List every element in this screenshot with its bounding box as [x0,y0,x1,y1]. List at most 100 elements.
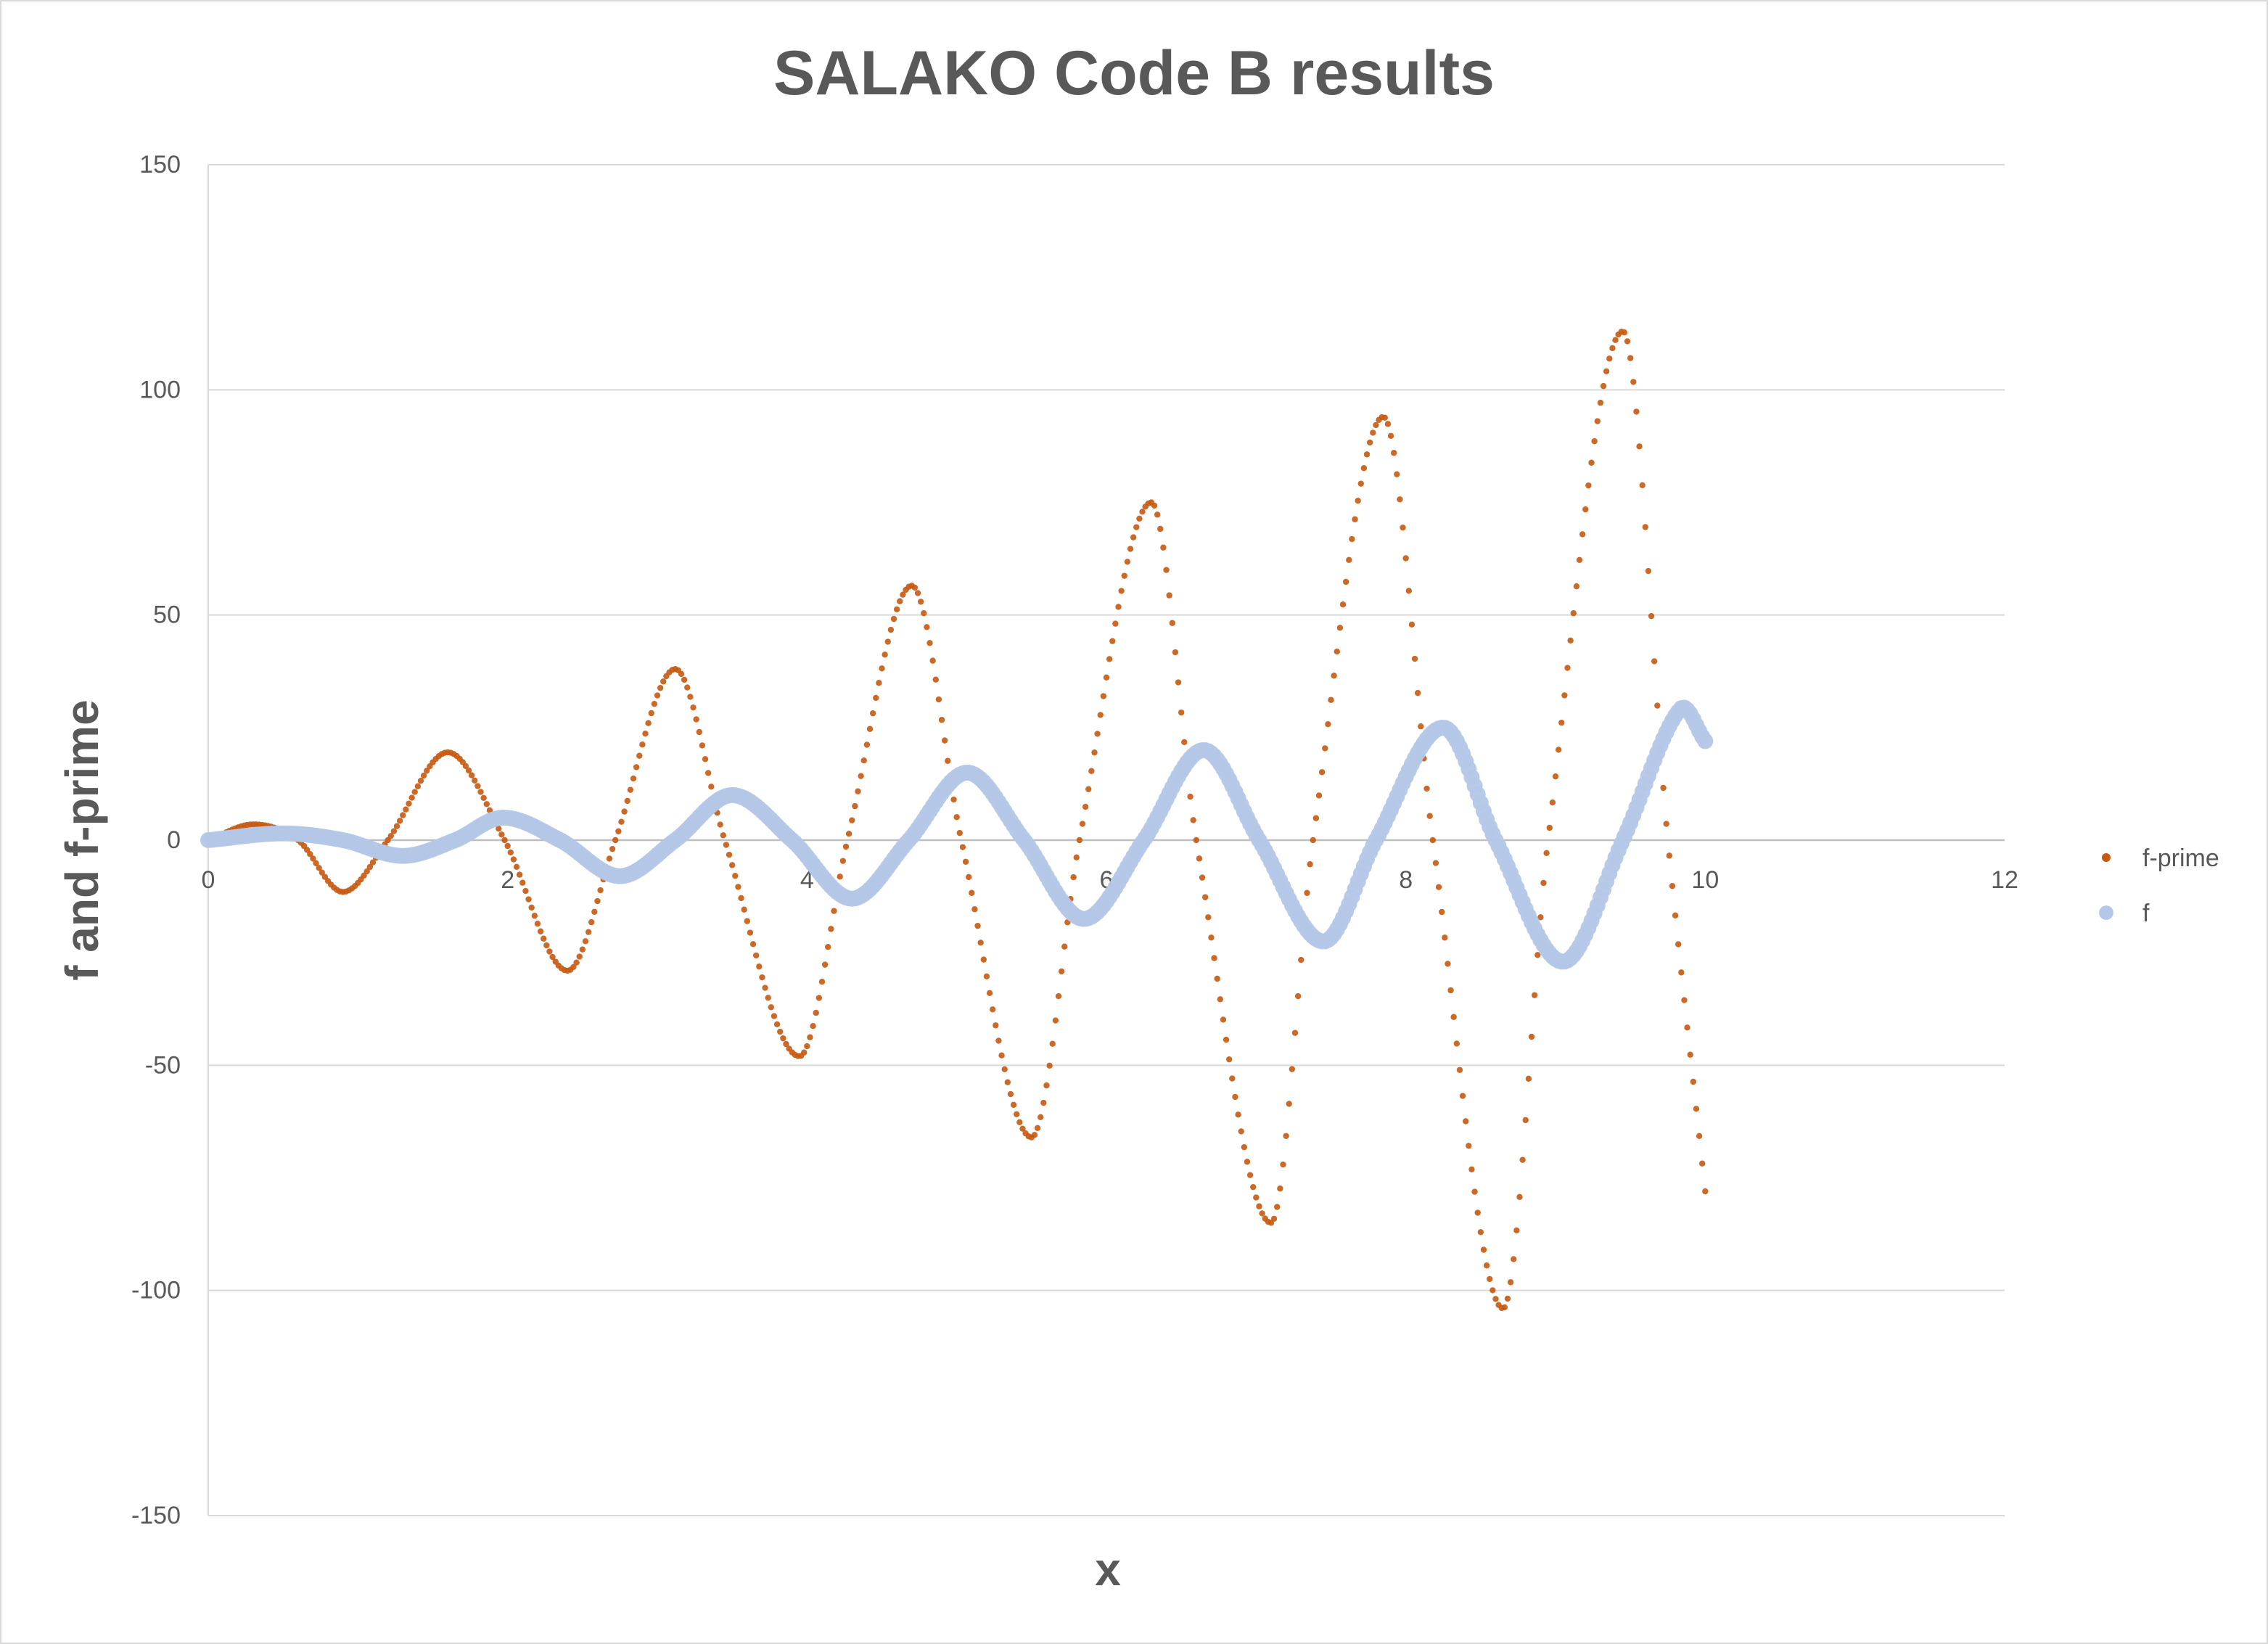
data-point [1400,524,1406,531]
data-point [1181,739,1188,746]
data-point [1381,414,1388,421]
data-point [1157,525,1164,533]
data-point [801,1049,808,1056]
data-point [585,929,592,935]
data-point [1259,1210,1265,1217]
data-point [1693,1106,1700,1112]
data-point [618,818,625,825]
data-point [879,665,885,672]
data-point [1519,1156,1526,1163]
data-point [1666,852,1673,859]
data-point [1238,1128,1244,1135]
data-point [1079,821,1086,827]
data-point [1697,733,1714,749]
data-point [681,676,688,683]
data-point [684,684,691,691]
y-tick-label: 150 [139,151,181,178]
data-point [531,913,538,919]
data-point [624,797,630,805]
data-point [1370,430,1376,436]
data-point [1019,1125,1026,1132]
data-point [1429,837,1437,844]
data-point [510,856,517,863]
data-point [818,979,826,985]
data-point [1178,709,1185,716]
data-point [1426,813,1433,819]
data-point [1654,702,1661,709]
data-point [549,953,556,961]
data-point [1633,408,1640,415]
data-point [938,717,945,723]
data-point [860,757,867,764]
data-point [1166,592,1172,599]
data-point [1570,610,1577,617]
data-point [1648,612,1655,620]
data-point [462,763,469,770]
data-point [986,990,993,997]
data-point [837,874,843,880]
data-point [1414,689,1421,696]
data-point [1384,421,1392,427]
data-point [1205,914,1212,921]
data-point [1118,588,1125,594]
data-point [921,609,927,617]
data-point [310,855,316,862]
data-point [863,741,871,748]
data-point [1082,803,1089,810]
data-point [1463,1118,1469,1125]
data-point [1040,1099,1047,1106]
data-point [858,773,864,779]
data-point [316,865,322,871]
data-point [1277,1185,1283,1192]
data-point [1466,1143,1472,1149]
data-point [1636,443,1643,450]
y-tick-label: -100 [131,1277,181,1304]
data-point [980,956,987,963]
data-point [1397,496,1403,503]
data-point [1038,1114,1044,1121]
data-point [477,789,484,795]
data-point [1310,837,1316,844]
data-point [1014,1111,1020,1118]
data-point [704,770,712,776]
data-point [369,859,377,866]
data-point [1480,1246,1487,1253]
data-point [480,794,487,802]
data-point [1490,1287,1496,1294]
data-point [1001,1066,1008,1073]
data-point [1387,432,1394,440]
data-point [1058,968,1065,975]
data-point [1352,516,1358,522]
data-point [1561,692,1568,699]
x-tick-label: 8 [1399,866,1413,894]
data-point [1115,604,1122,610]
data-point [1373,422,1379,429]
data-point [546,948,553,955]
data-point [591,908,598,915]
gridlines [208,164,2005,1516]
data-point [953,814,960,821]
data-point [965,874,972,881]
data-point [1339,601,1347,608]
data-point [1564,665,1571,671]
data-point [1600,382,1607,390]
data-point [1450,1014,1457,1020]
data-point [1280,1161,1286,1168]
data-point [1169,620,1175,626]
y-tick-label: 50 [153,601,181,629]
data-point [465,767,472,774]
data-point [1073,854,1080,861]
data-point [1160,544,1167,551]
data-point [606,855,613,862]
data-point [962,858,969,865]
data-point [1061,943,1068,950]
data-point [303,847,311,853]
data-point [1690,1078,1697,1085]
data-point [810,1023,816,1029]
data-point [534,920,541,927]
data-point [1294,992,1302,1000]
data-point [1543,850,1550,857]
data-point [612,837,619,844]
data-point [959,844,966,850]
data-point [1432,860,1439,866]
